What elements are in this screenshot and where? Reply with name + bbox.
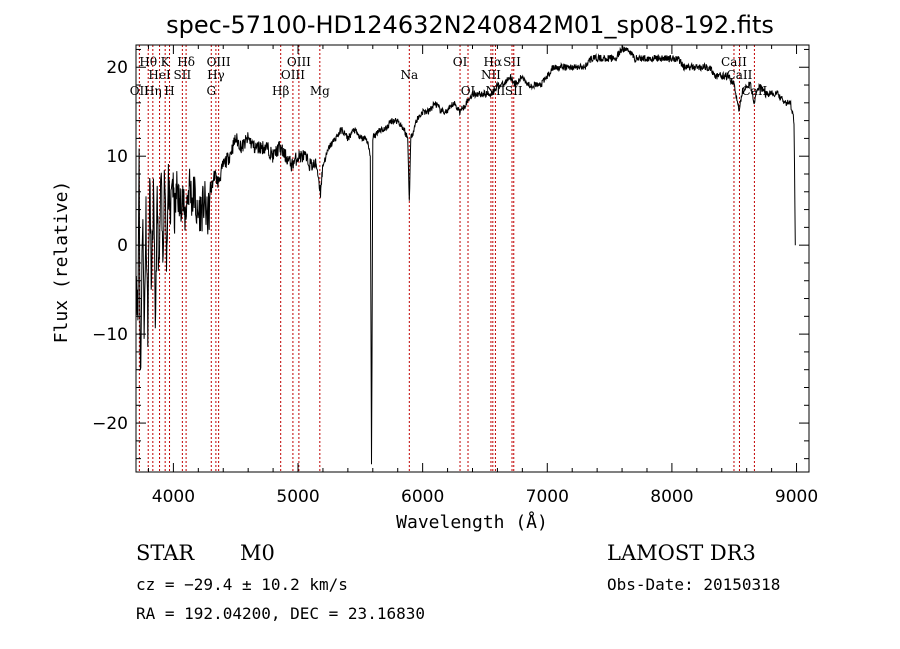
line-marker-label: Na	[400, 68, 418, 82]
x-tick-label: 9000	[775, 487, 818, 507]
line-marker-label: Hβ	[272, 84, 289, 98]
line-marker-label: NII	[481, 68, 501, 82]
line-marker-label: HeI	[148, 68, 171, 82]
y-tick-label: 10	[106, 147, 128, 167]
line-marker-label: SII	[503, 55, 521, 69]
x-tick-label: 4000	[152, 487, 195, 507]
x-tick-label: 7000	[526, 487, 569, 507]
redshift-cz: cz = −29.4 ± 10.2 km/s	[136, 575, 348, 594]
line-marker-label: OIII	[281, 68, 305, 82]
line-marker-label: CaII	[721, 55, 747, 69]
spectrum-group	[135, 45, 796, 465]
line-marker-label: K	[161, 55, 171, 69]
y-tick-label: −20	[92, 414, 128, 434]
line-marker-label: SII	[505, 84, 523, 98]
chart-title: spec-57100-HD124632N240842M01_sp08-192.f…	[166, 11, 774, 39]
y-tick-label: 0	[117, 236, 128, 256]
x-tick-label: 6000	[401, 487, 444, 507]
line-marker-label: OII	[130, 84, 150, 98]
line-markers-group: OIIHθHηHeIKHSIIHδGHγOIIIHβOIIIOIIIMgNaOI…	[130, 45, 768, 472]
spectrum-line	[135, 45, 796, 465]
line-marker-label: CaII	[727, 68, 753, 82]
line-marker-label: H	[164, 84, 174, 98]
line-marker-label: OI	[453, 55, 468, 69]
object-class: STAR	[136, 541, 195, 565]
line-marker-label: Hα	[484, 55, 503, 69]
line-marker-label: Mg	[310, 84, 330, 98]
line-marker-label: Hη	[144, 84, 162, 98]
line-marker-label: SII	[174, 68, 192, 82]
object-subclass: M0	[240, 541, 275, 565]
line-marker-label: OIII	[207, 55, 231, 69]
line-marker-label: OIII	[287, 55, 311, 69]
y-axis-ticks: −20 −10 0 10 20	[92, 48, 809, 460]
line-marker-label: Hδ	[177, 55, 195, 69]
line-marker-label: Hγ	[207, 68, 225, 82]
y-axis-label: Flux (relative)	[51, 181, 72, 344]
x-tick-label: 5000	[276, 487, 319, 507]
observation-date: Obs-Date: 20150318	[607, 575, 780, 594]
y-tick-label: −10	[92, 325, 128, 345]
y-tick-label: 20	[106, 58, 128, 78]
survey-name: LAMOST DR3	[607, 541, 756, 565]
x-tick-label: 8000	[650, 487, 693, 507]
x-axis-ticks: 4000 5000 6000 7000 8000 9000	[147, 45, 818, 507]
plot-frame	[135, 44, 810, 473]
ra-dec-coordinates: RA = 192.04200, DEC = 23.16830	[136, 604, 425, 623]
x-axis-label: Wavelength (Å)	[396, 511, 548, 533]
line-marker-label: G	[206, 84, 216, 98]
